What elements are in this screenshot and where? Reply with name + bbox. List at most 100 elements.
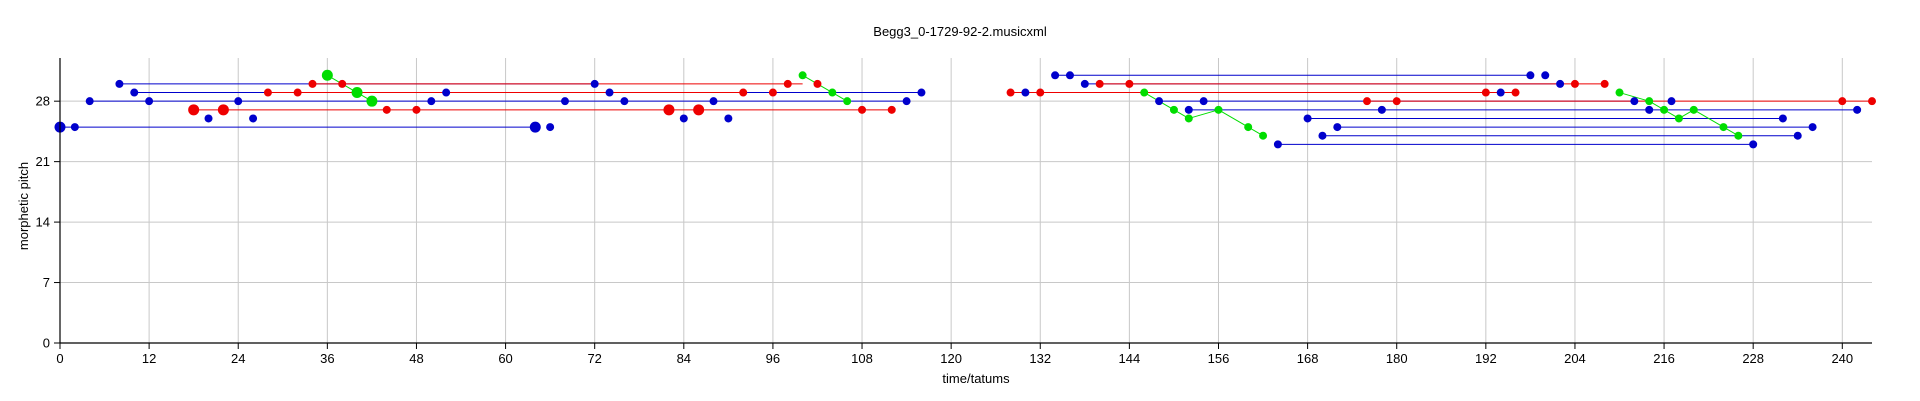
x-tick-label: 24 <box>231 351 245 366</box>
x-tick-label: 96 <box>766 351 780 366</box>
blue-point <box>1541 71 1550 80</box>
blue-point <box>1853 105 1862 114</box>
green-segment <box>1218 109 1249 128</box>
green-point <box>1660 105 1669 114</box>
x-tick-label: 216 <box>1653 351 1675 366</box>
blue-point <box>249 114 258 123</box>
blue-point <box>605 88 614 97</box>
blue-point <box>1065 71 1074 80</box>
blue-point <box>709 97 718 106</box>
blue-point <box>679 114 688 123</box>
x-tick-label: 72 <box>587 351 601 366</box>
green-point <box>1244 123 1253 132</box>
x-tick-label: 204 <box>1564 351 1586 366</box>
blue-point <box>1630 97 1639 106</box>
blue-point <box>1793 131 1802 140</box>
blue-point <box>1184 105 1193 114</box>
green-point <box>1184 114 1193 123</box>
axes-layer: 0 12 24 36 48 60 72 84 96 108 120 132 144 156 168 180 19… <box>36 58 1872 366</box>
red-point <box>663 104 675 116</box>
blue-point <box>560 97 569 106</box>
x-tick-label: 168 <box>1297 351 1319 366</box>
green-point <box>351 87 363 99</box>
y-axis-label: morphetic pitch <box>16 162 31 250</box>
blue-point <box>1021 88 1030 97</box>
red-point <box>1363 97 1372 106</box>
blue-point <box>115 79 124 88</box>
x-tick-label: 36 <box>320 351 334 366</box>
red-point <box>858 105 867 114</box>
blue-point <box>1080 79 1089 88</box>
red-point <box>1838 97 1847 106</box>
green-point <box>1674 114 1683 123</box>
blue-point <box>70 123 79 132</box>
red-point <box>188 104 200 116</box>
x-tick-label: 180 <box>1386 351 1408 366</box>
green-point <box>1645 97 1654 106</box>
green-point <box>1615 88 1624 97</box>
red-point <box>382 105 391 114</box>
red-point <box>1125 79 1134 88</box>
blue-point <box>1318 131 1327 140</box>
blue-point <box>442 88 451 97</box>
x-tick-label: 12 <box>142 351 156 366</box>
green-point <box>828 88 837 97</box>
red-point <box>1868 97 1876 106</box>
x-tick-label: 192 <box>1475 351 1497 366</box>
blue-point <box>1749 140 1758 149</box>
green-point <box>1719 123 1728 132</box>
red-point <box>768 88 777 97</box>
blue-point <box>1808 123 1817 132</box>
blue-point <box>917 88 926 97</box>
chart-title: Begg3_0-1729-92-2.musicxml <box>873 24 1047 39</box>
blue-point <box>1667 97 1676 106</box>
green-point <box>1689 105 1698 114</box>
x-tick-label: 132 <box>1029 351 1051 366</box>
blue-point <box>529 121 541 133</box>
red-point <box>1600 79 1609 88</box>
red-point <box>1392 97 1401 106</box>
blue-point <box>1155 97 1164 106</box>
blue-point <box>85 97 94 106</box>
green-point <box>366 95 378 107</box>
green-point <box>1140 88 1149 97</box>
red-point <box>887 105 896 114</box>
blue-point <box>234 97 243 106</box>
red-point <box>293 88 302 97</box>
x-tick-label: 60 <box>498 351 512 366</box>
blue-point <box>1556 79 1565 88</box>
green-point <box>321 69 333 81</box>
x-tick-label: 84 <box>677 351 691 366</box>
blue-point <box>1333 123 1342 132</box>
blue-point <box>620 97 629 106</box>
x-tick-label: 144 <box>1119 351 1141 366</box>
green-point <box>843 97 852 106</box>
x-tick-label: 0 <box>56 351 63 366</box>
x-tick-label: 48 <box>409 351 423 366</box>
red-point <box>263 88 272 97</box>
blue-point <box>1778 114 1787 123</box>
note-lines-layer <box>60 74 1872 145</box>
y-tick-label: 28 <box>36 94 50 109</box>
green-point <box>1169 105 1178 114</box>
red-point <box>739 88 748 97</box>
red-point <box>1095 79 1104 88</box>
blue-point <box>427 97 436 106</box>
red-point <box>308 79 317 88</box>
blue-point <box>1496 88 1505 97</box>
blue-point <box>1303 114 1312 123</box>
y-tick-label: 21 <box>36 154 50 169</box>
red-point <box>783 79 792 88</box>
red-point <box>1036 88 1045 97</box>
x-tick-label: 108 <box>851 351 873 366</box>
red-point <box>338 79 347 88</box>
blue-point <box>1051 71 1060 80</box>
blue-point <box>1645 105 1654 114</box>
x-tick-label: 156 <box>1208 351 1230 366</box>
blue-point <box>1199 97 1208 106</box>
blue-point <box>724 114 733 123</box>
blue-point <box>1377 105 1386 114</box>
red-point <box>1570 79 1579 88</box>
blue-point <box>145 97 154 106</box>
